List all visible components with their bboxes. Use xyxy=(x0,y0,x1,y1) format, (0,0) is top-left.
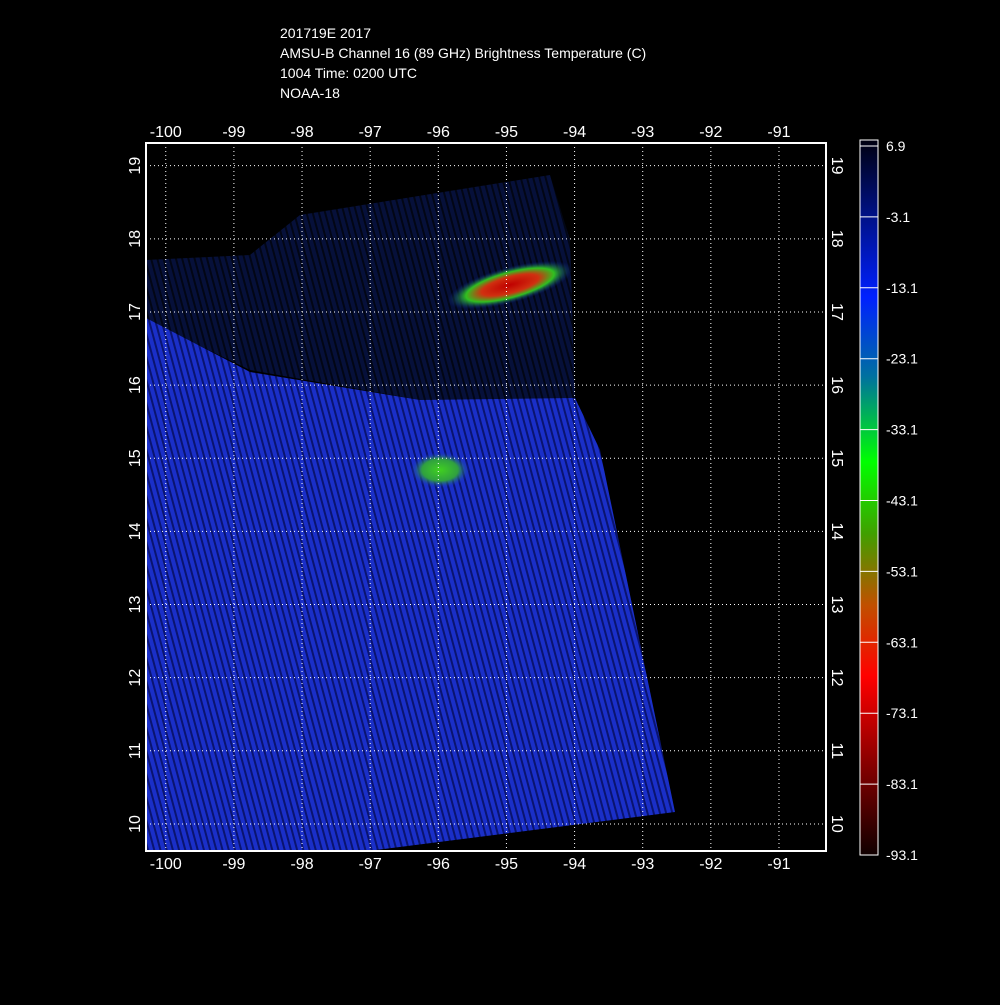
y-tick-label: 14 xyxy=(127,522,144,540)
header-line: 201719E 2017 xyxy=(280,25,371,41)
x-tick-label: -96 xyxy=(427,856,450,873)
x-tick-label: -91 xyxy=(767,856,790,873)
y-tick-label: 13 xyxy=(127,596,144,614)
x-tick-label: -96 xyxy=(427,124,450,141)
imagery xyxy=(146,175,675,851)
y-tick-label: 11 xyxy=(828,742,845,759)
x-tick-label: -95 xyxy=(495,124,518,141)
y-tick-label: 16 xyxy=(828,376,845,394)
y-tick-label: 19 xyxy=(828,157,845,175)
colorbar-label: -93.1 xyxy=(886,847,918,863)
y-tick-label: 16 xyxy=(127,376,144,394)
x-tick-label: -93 xyxy=(631,124,654,141)
y-tick-label: 17 xyxy=(828,303,845,321)
convection xyxy=(410,452,470,488)
colorbar-label: 6.9 xyxy=(886,138,906,154)
header-line: 1004 Time: 0200 UTC xyxy=(280,65,417,81)
header-line: NOAA-18 xyxy=(280,85,340,101)
colorbar-label: -23.1 xyxy=(886,351,918,367)
colorbar-label: -33.1 xyxy=(886,422,918,438)
x-tick-label: -100 xyxy=(150,856,182,873)
map-frame xyxy=(145,142,827,852)
x-tick-label: -97 xyxy=(359,856,382,873)
x-tick-label: -92 xyxy=(699,124,722,141)
x-tick-label: -100 xyxy=(150,124,182,141)
y-tick-label: 12 xyxy=(127,669,144,687)
x-tick-label: -91 xyxy=(767,124,790,141)
x-tick-label: -95 xyxy=(495,856,518,873)
colorbar-label: -43.1 xyxy=(886,493,918,509)
header: 201719E 2017 AMSU-B Channel 16 (89 GHz) B… xyxy=(280,25,646,101)
x-tick-label: -98 xyxy=(290,124,313,141)
y-tick-label: 13 xyxy=(828,596,845,614)
x-tick-label: -98 xyxy=(290,856,313,873)
y-tick-label: 18 xyxy=(127,230,144,248)
y-tick-label: 18 xyxy=(828,230,845,248)
swath xyxy=(146,318,675,851)
colorbar-label: -13.1 xyxy=(886,280,918,296)
colorbar xyxy=(859,139,879,856)
cold-cloud xyxy=(447,260,573,310)
y-tick-label: 10 xyxy=(127,815,144,833)
y-tick-label: 15 xyxy=(127,449,144,467)
y-tick-label: 15 xyxy=(828,449,845,467)
colorbar-label: -53.1 xyxy=(886,563,918,579)
x-tick-label: -94 xyxy=(563,856,586,873)
y-tick-label: 11 xyxy=(127,742,144,759)
dim-swath xyxy=(146,175,575,400)
y-tick-label: 17 xyxy=(127,303,144,321)
x-tick-label: -94 xyxy=(563,124,586,141)
x-tick-label: -92 xyxy=(699,856,722,873)
x-tick-label: -93 xyxy=(631,856,654,873)
colorbar-label: -3.1 xyxy=(886,209,910,225)
header-line: AMSU-B Channel 16 (89 GHz) Brightness Te… xyxy=(280,45,646,61)
y-tick-label: 12 xyxy=(828,669,845,687)
colorbar-label: -73.1 xyxy=(886,705,918,721)
colorbar-label: -63.1 xyxy=(886,634,918,650)
y-tick-label: 19 xyxy=(127,157,144,175)
x-tick-label: -97 xyxy=(359,124,382,141)
colorbar-label: -83.1 xyxy=(886,776,918,792)
y-tick-label: 14 xyxy=(828,522,845,540)
x-tick-label: -99 xyxy=(222,124,245,141)
x-tick-label: -99 xyxy=(222,856,245,873)
y-tick-label: 10 xyxy=(828,815,845,833)
